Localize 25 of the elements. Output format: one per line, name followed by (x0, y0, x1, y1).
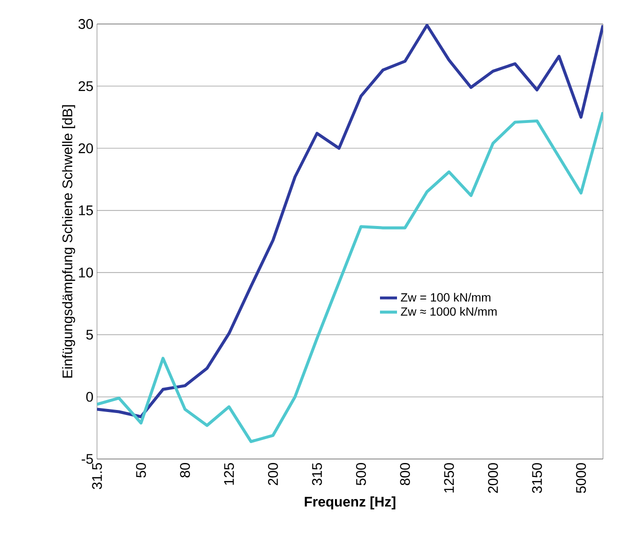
x-tick-label: 200 (268, 463, 278, 486)
x-tick-label: 3150 (532, 463, 542, 494)
x-tick-label: 31.5 (92, 463, 102, 490)
y-axis-title: Einfügungsdämpfung Schiene Schwelle [dB] (62, 105, 76, 378)
x-tick-label: 50 (136, 463, 146, 478)
legend-label: Zw = 100 kN/mm (400, 292, 490, 302)
y-tick-label: -5 (82, 454, 93, 464)
x-tick-label: 800 (400, 463, 410, 486)
legend-label: Zw ≈ 1000 kN/mm (400, 307, 497, 316)
x-tick-label: 2000 (488, 463, 498, 493)
y-tick-label: 0 (86, 392, 93, 402)
x-tick-label: 315 (312, 463, 322, 486)
line-series (97, 24, 604, 418)
x-tick-label: 5000 (576, 463, 586, 493)
y-tick-label: 5 (86, 330, 93, 340)
y-tick-label: 10 (79, 268, 93, 278)
x-tick-label: 80 (180, 463, 190, 478)
y-tick-label: 30 (78, 19, 93, 29)
x-tick-label: 500 (356, 463, 366, 486)
y-tick-label: 15 (79, 206, 93, 216)
x-axis-title: Frequenz [Hz] (304, 496, 396, 510)
y-tick-label: 20 (78, 143, 93, 154)
y-tick-label: 25 (78, 81, 93, 92)
x-tick-label: 1250 (444, 463, 454, 492)
x-tick-label: 125 (224, 463, 234, 485)
